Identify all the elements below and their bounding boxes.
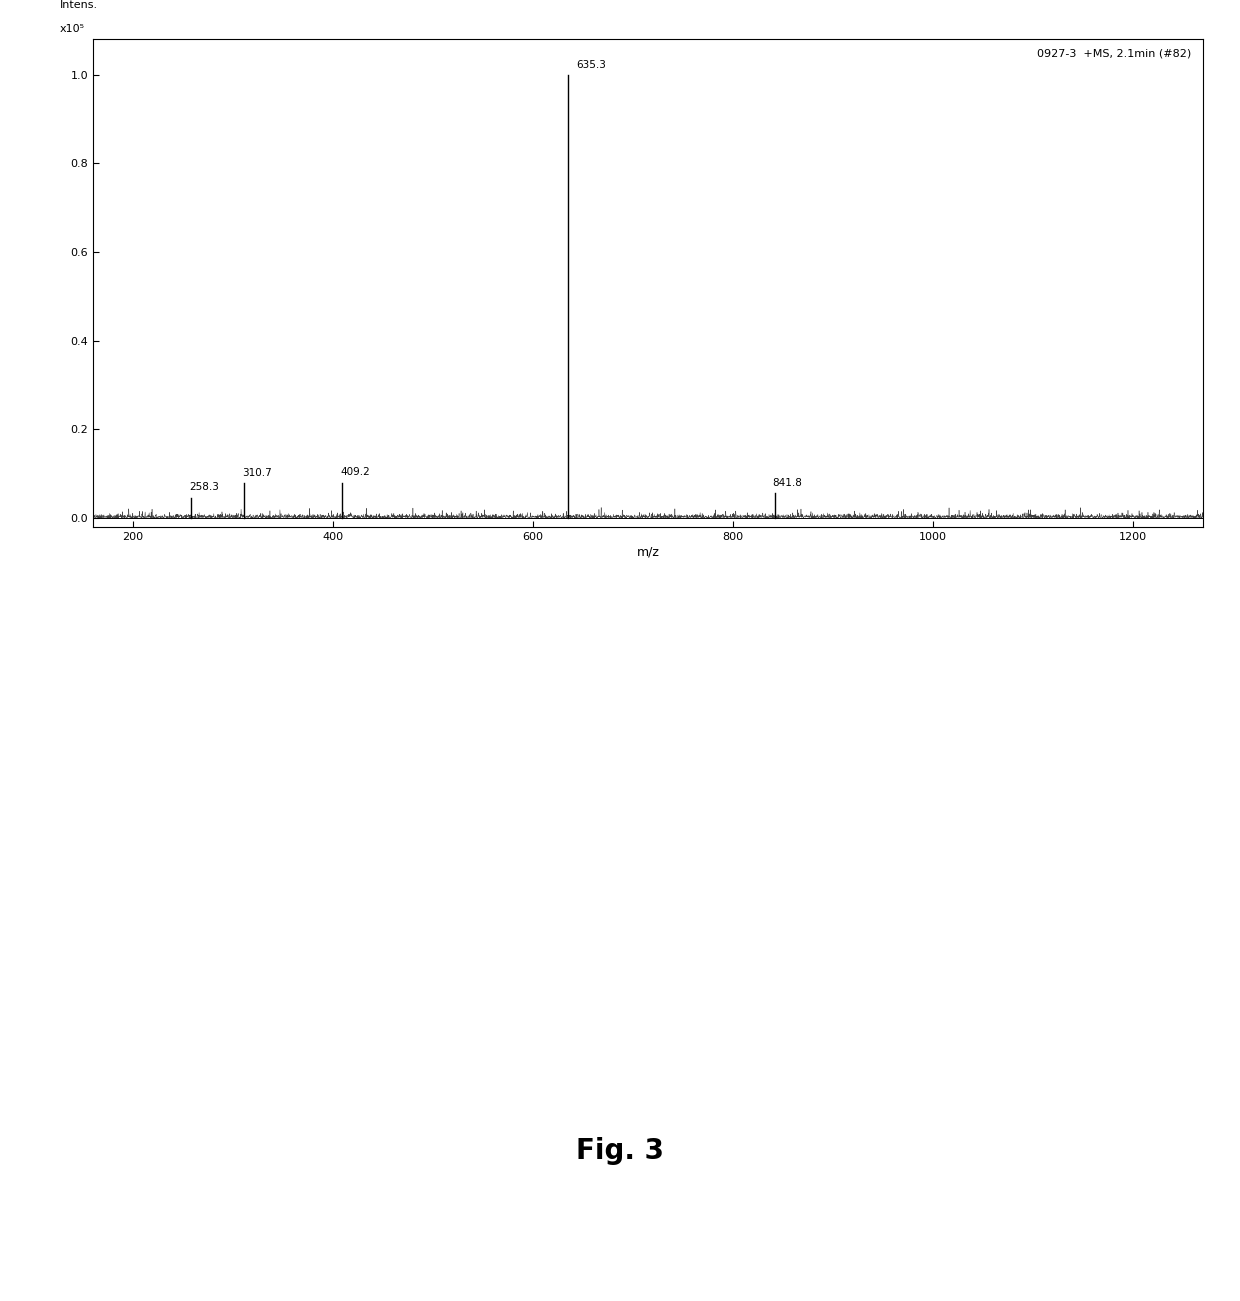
Text: 258.3: 258.3 xyxy=(190,483,219,492)
Text: x10⁵: x10⁵ xyxy=(60,25,84,34)
Text: 0927-3  +MS, 2.1min (#82): 0927-3 +MS, 2.1min (#82) xyxy=(1038,48,1192,59)
Text: 310.7: 310.7 xyxy=(242,468,272,479)
Text: Fig. 3: Fig. 3 xyxy=(577,1137,663,1166)
Text: 635.3: 635.3 xyxy=(577,60,606,70)
Text: 841.8: 841.8 xyxy=(773,477,802,488)
Text: 409.2: 409.2 xyxy=(340,467,370,477)
X-axis label: m/z: m/z xyxy=(636,546,660,559)
Text: Intens.: Intens. xyxy=(60,0,98,9)
